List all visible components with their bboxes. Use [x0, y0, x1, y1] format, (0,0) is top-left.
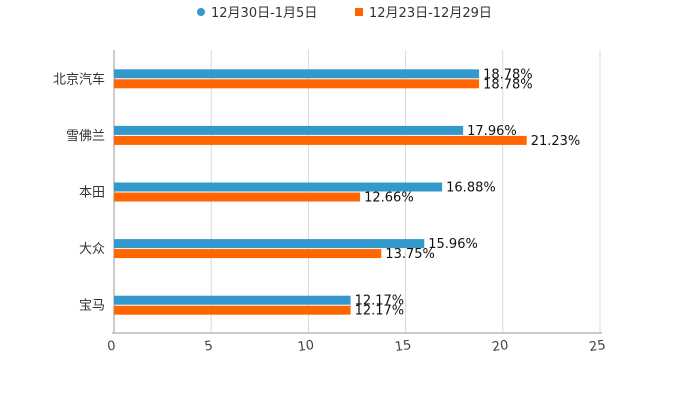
bars: [114, 69, 527, 315]
x-tick-label-5: 5: [204, 339, 214, 355]
bar-series-1-3: [114, 239, 425, 249]
bar-series-2-4: [114, 305, 351, 315]
value-label-series-1-3: 15.96%: [428, 237, 478, 252]
bar-series-2-1: [114, 135, 527, 145]
value-label-series-2-1: 21.23%: [531, 134, 581, 149]
x-tick-label-0: 0: [106, 339, 116, 355]
value-label-series-1-1: 17.96%: [467, 124, 517, 139]
category-label-4: 宝马: [79, 299, 105, 314]
value-label-series-2-4: 12.17%: [355, 304, 405, 319]
legend-marker-series-1: [197, 8, 205, 16]
value-labels: 18.78%18.78% 17.96% 21.23% 16.88% 12.66% 15.9…: [355, 67, 581, 318]
bar-series-2-0: [114, 79, 480, 89]
bar-series-1-2: [114, 182, 443, 192]
x-tick-label-10: 10: [297, 338, 315, 355]
legend-label-series-1: 12月30日-1月5日: [211, 6, 317, 21]
gridlines: [112, 50, 602, 334]
legend-label-series-2: 12月23日-12月29日: [369, 6, 492, 21]
bar-series-1-1: [114, 125, 464, 135]
category-label-3: 大众: [79, 242, 105, 257]
x-tick-label-20: 20: [491, 338, 509, 355]
bar-series-2-3: [114, 249, 382, 259]
x-tick-label-25: 25: [588, 338, 606, 355]
category-label-1: 雪佛兰: [66, 129, 105, 144]
legend: 12月30日-1月5日 12月23日-12月29日: [197, 6, 492, 21]
value-label-series-1-2: 16.88%: [446, 181, 496, 196]
bar-series-2-2: [114, 192, 361, 202]
value-label-series-2-3: 13.75%: [385, 247, 435, 262]
category-label-2: 本田: [79, 186, 105, 201]
x-axis-ticks: 0 5 10 15 20 25: [106, 338, 606, 355]
value-label-series-1-0: 18.78%: [483, 67, 533, 82]
category-label-0: 北京汽车: [53, 71, 105, 87]
value-label-series-1-4: 12.17%: [355, 294, 405, 309]
bar-series-1-0: [114, 69, 480, 79]
bar-series-1-4: [114, 295, 351, 305]
x-tick-label-15: 15: [394, 338, 412, 355]
legend-marker-series-2: [355, 8, 363, 16]
value-label-series-2-0: 18.78%: [483, 77, 533, 92]
value-label-series-2-2: 12.66%: [364, 191, 414, 206]
